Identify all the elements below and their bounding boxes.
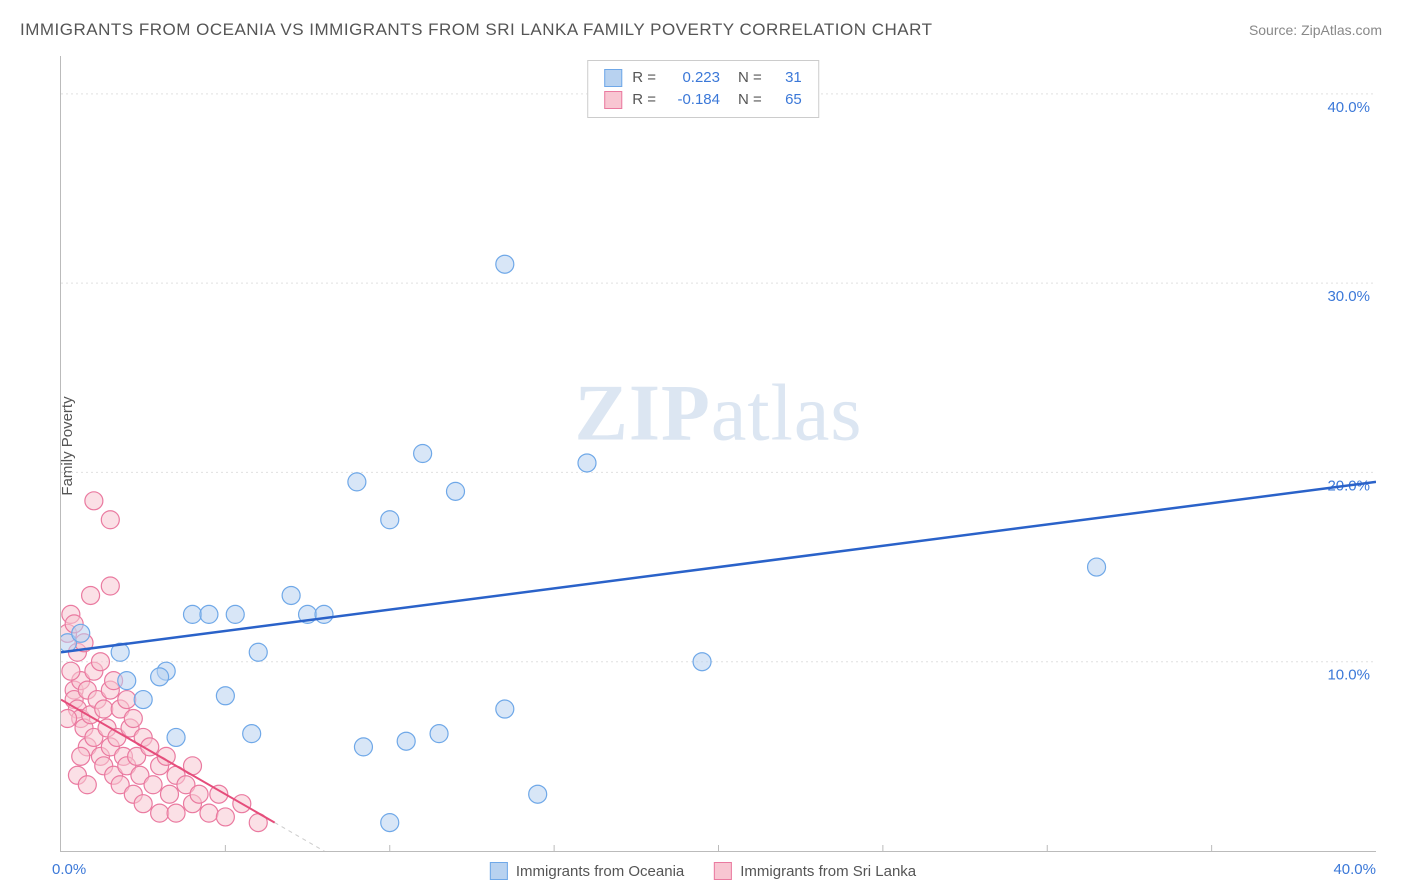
n-value: 65 — [772, 89, 802, 111]
svg-text:40.0%: 40.0% — [1327, 99, 1370, 116]
svg-text:10.0%: 10.0% — [1327, 667, 1370, 684]
r-value: 0.223 — [666, 67, 720, 89]
x-axis-tick-max: 40.0% — [1333, 861, 1376, 878]
swatch-pink — [714, 862, 732, 880]
svg-text:30.0%: 30.0% — [1327, 288, 1370, 305]
r-label: R = — [632, 67, 656, 89]
x-axis-tick-min: 0.0% — [52, 861, 86, 878]
plot-area: ZIPatlas 10.0%20.0%30.0%40.0% — [60, 56, 1376, 852]
n-value: 31 — [772, 67, 802, 89]
legend-item-srilanka: Immigrants from Sri Lanka — [714, 862, 916, 880]
swatch-blue — [604, 69, 622, 87]
legend-label: Immigrants from Sri Lanka — [740, 863, 916, 880]
legend-label: Immigrants from Oceania — [516, 863, 684, 880]
n-label: N = — [738, 67, 762, 89]
r-value: -0.184 — [666, 89, 720, 111]
chart-title: IMMIGRANTS FROM OCEANIA VS IMMIGRANTS FR… — [20, 20, 932, 40]
source-attribution: Source: ZipAtlas.com — [1249, 22, 1382, 38]
legend-row-blue: R = 0.223 N = 31 — [604, 67, 802, 89]
r-label: R = — [632, 89, 656, 111]
legend-item-oceania: Immigrants from Oceania — [490, 862, 684, 880]
swatch-pink — [604, 91, 622, 109]
scatter-svg: 10.0%20.0%30.0%40.0% — [61, 56, 1376, 851]
series-legend: Immigrants from Oceania Immigrants from … — [490, 862, 916, 880]
n-label: N = — [738, 89, 762, 111]
correlation-legend: R = 0.223 N = 31 R = -0.184 N = 65 — [587, 60, 819, 118]
swatch-blue — [490, 862, 508, 880]
chart-container: IMMIGRANTS FROM OCEANIA VS IMMIGRANTS FR… — [0, 0, 1406, 892]
legend-row-pink: R = -0.184 N = 65 — [604, 89, 802, 111]
